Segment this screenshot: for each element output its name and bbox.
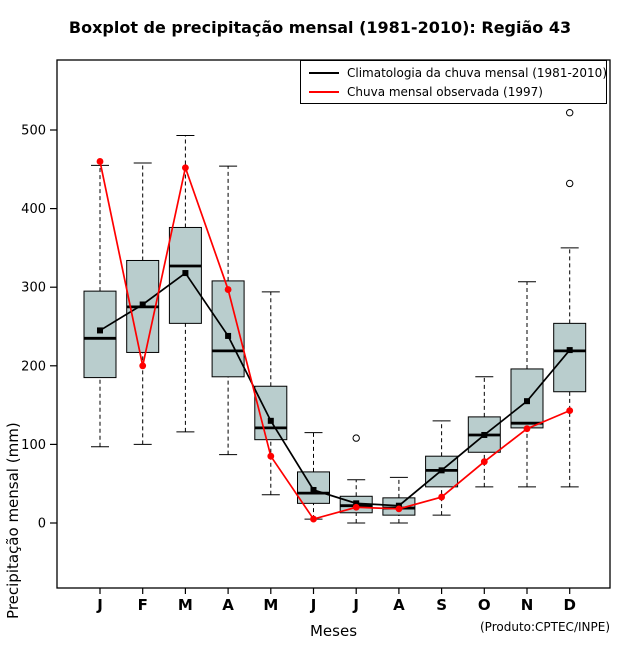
- svg-text:A: A: [393, 596, 405, 614]
- svg-text:D: D: [563, 596, 575, 614]
- svg-text:J: J: [96, 596, 103, 614]
- svg-text:N: N: [521, 596, 534, 614]
- svg-text:300: 300: [21, 281, 46, 296]
- credit-text: (Produto:CPTEC/INPE): [480, 620, 610, 634]
- red-line-swatch: [309, 90, 339, 93]
- svg-text:M: M: [263, 596, 278, 614]
- black-line-swatch: [309, 71, 339, 74]
- svg-text:J: J: [310, 596, 317, 614]
- svg-text:F: F: [138, 596, 148, 614]
- x-axis-label: Meses: [309, 622, 358, 640]
- legend-label: Climatologia da chuva mensal (1981-2010): [347, 65, 607, 80]
- svg-text:J: J: [352, 596, 359, 614]
- legend-item-climatology: Climatologia da chuva mensal (1981-2010): [309, 65, 607, 80]
- legend: Climatologia da chuva mensal (1981-2010)…: [300, 60, 607, 104]
- legend-item-observed: Chuva mensal observada (1997): [309, 84, 598, 99]
- svg-text:100: 100: [21, 438, 46, 453]
- y-axis-label: Precipitação mensal (mm): [4, 422, 22, 619]
- svg-text:O: O: [478, 596, 491, 614]
- svg-text:0: 0: [38, 517, 46, 532]
- svg-text:500: 500: [21, 124, 46, 139]
- svg-text:A: A: [222, 596, 234, 614]
- chart-title: Boxplot de precipitação mensal (1981-201…: [68, 18, 572, 37]
- legend-label: Chuva mensal observada (1997): [347, 84, 543, 99]
- svg-text:M: M: [178, 596, 193, 614]
- svg-text:400: 400: [21, 202, 46, 217]
- svg-text:S: S: [436, 596, 447, 614]
- svg-text:200: 200: [21, 359, 46, 374]
